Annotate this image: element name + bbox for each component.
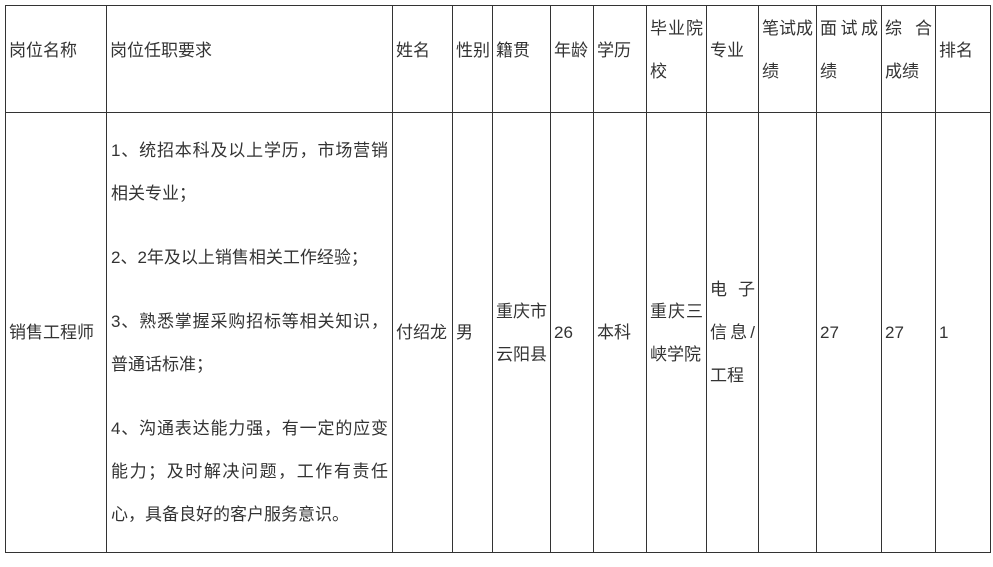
col-header-native-place: 籍贯 — [492, 5, 551, 113]
col-header-major: 专业 — [706, 5, 759, 113]
header-row: 岗位名称 岗位任职要求 姓名 性别 籍贯 年龄 学历 毕业院校 专业 笔试成绩 … — [5, 5, 991, 113]
cell-name: 付绍龙 — [392, 112, 453, 553]
col-header-written-score: 笔试成绩 — [758, 5, 817, 113]
cell-native-place: 重庆市云阳县 — [492, 112, 551, 553]
col-header-name: 姓名 — [392, 5, 453, 113]
cell-combined-score: 27 — [881, 112, 936, 553]
cell-position: 销售工程师 — [5, 112, 107, 553]
col-header-combined-score: 综合成绩 — [881, 5, 936, 113]
requirement-item-3: 3、熟悉掌握采购招标等相关知识，普通话标准； — [111, 312, 388, 374]
col-header-age: 年龄 — [550, 5, 594, 113]
requirement-item-4: 4、沟通表达能力强，有一定的应变能力；及时解决问题，工作有责任心，具备良好的客户… — [111, 419, 388, 524]
col-header-interview-score: 面试成绩 — [816, 5, 882, 113]
cell-education: 本科 — [593, 112, 647, 553]
cell-interview-score: 27 — [816, 112, 882, 553]
cell-requirements: 1、统招本科及以上学历，市场营销相关专业； 2、2年及以上销售相关工作经验； 3… — [106, 112, 393, 553]
cell-written-score — [758, 112, 817, 553]
col-header-gender: 性别 — [452, 5, 493, 113]
col-header-education: 学历 — [593, 5, 647, 113]
cell-major: 电子信息/工程 — [706, 112, 759, 553]
applicant-row: 销售工程师 1、统招本科及以上学历，市场营销相关专业； 2、2年及以上销售相关工… — [5, 112, 991, 553]
col-header-position: 岗位名称 — [5, 5, 107, 113]
cell-rank: 1 — [935, 112, 991, 553]
cell-age: 26 — [550, 112, 594, 553]
requirement-item-2: 2、2年及以上销售相关工作经验； — [111, 248, 368, 267]
col-header-school: 毕业院校 — [646, 5, 707, 113]
cell-gender: 男 — [452, 112, 493, 553]
col-header-requirements: 岗位任职要求 — [106, 5, 393, 113]
col-header-rank: 排名 — [935, 5, 991, 113]
requirement-item-1: 1、统招本科及以上学历，市场营销相关专业； — [111, 141, 388, 203]
cell-school: 重庆三峡学院 — [646, 112, 707, 553]
applicant-score-table: 岗位名称 岗位任职要求 姓名 性别 籍贯 年龄 学历 毕业院校 专业 笔试成绩 … — [5, 5, 991, 553]
